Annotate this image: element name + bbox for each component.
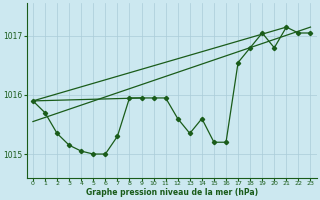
X-axis label: Graphe pression niveau de la mer (hPa): Graphe pression niveau de la mer (hPa) (86, 188, 258, 197)
